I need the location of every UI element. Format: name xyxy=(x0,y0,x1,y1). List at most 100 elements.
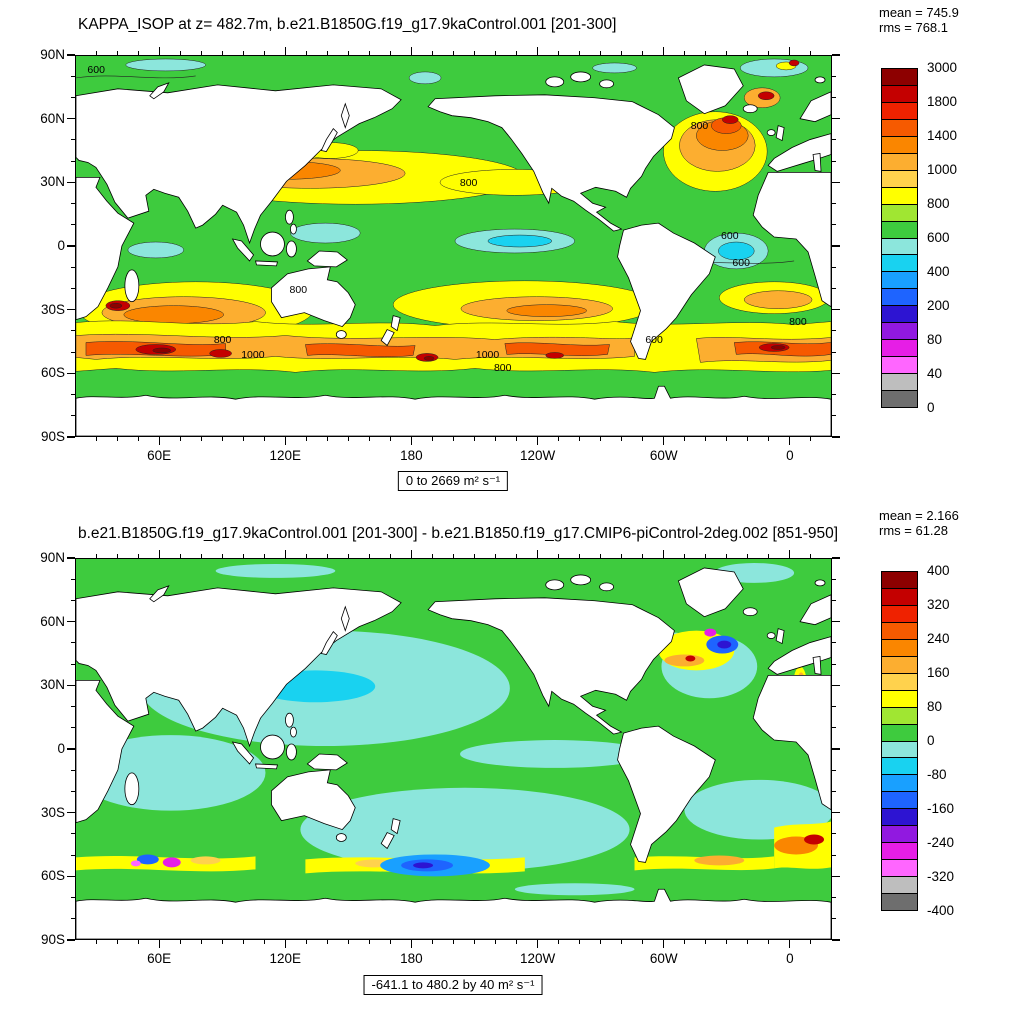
x-tick-label: 60W xyxy=(649,448,678,463)
colorbar-box xyxy=(882,672,917,690)
x-minor-tick xyxy=(305,437,307,441)
y-minor-tick xyxy=(832,224,836,226)
x-minor-tick xyxy=(747,554,749,558)
x-minor-tick xyxy=(558,554,560,558)
x-minor-tick xyxy=(705,554,707,558)
colorbar-box xyxy=(882,876,917,894)
y-major-tick xyxy=(832,436,840,438)
y-tick-label: 90S xyxy=(40,429,65,444)
x-minor-tick xyxy=(810,437,812,441)
x-minor-tick xyxy=(495,940,497,944)
x-minor-tick xyxy=(642,554,644,558)
x-minor-tick xyxy=(600,437,602,441)
colorbar-label: 1000 xyxy=(927,162,958,177)
y-minor-tick xyxy=(71,287,75,289)
y-major-tick xyxy=(832,748,840,750)
colorbar-label: 800 xyxy=(927,196,950,211)
x-minor-tick xyxy=(179,554,181,558)
colorbar-box xyxy=(882,69,917,85)
x-minor-tick xyxy=(474,940,476,944)
contour-label: 800 xyxy=(690,119,709,132)
x-minor-tick xyxy=(474,554,476,558)
y-minor-tick xyxy=(71,918,75,920)
x-minor-tick xyxy=(242,940,244,944)
x-major-tick xyxy=(158,437,160,445)
x-minor-tick xyxy=(305,51,307,55)
x-minor-tick xyxy=(137,51,139,55)
y-tick-label: 30N xyxy=(40,174,65,190)
y-minor-tick xyxy=(832,790,836,792)
y-minor-tick xyxy=(832,854,836,856)
y-minor-tick xyxy=(71,96,75,98)
contour-label: 600 xyxy=(645,333,663,346)
colorbar-box xyxy=(882,572,917,588)
x-minor-tick xyxy=(137,940,139,944)
colorbar-box xyxy=(882,689,917,707)
y-major-tick xyxy=(832,557,840,559)
y-major-tick xyxy=(832,372,840,374)
x-major-tick xyxy=(410,437,412,445)
x-minor-tick xyxy=(516,51,518,55)
x-minor-tick xyxy=(263,51,265,55)
y-tick-label: 60S xyxy=(40,868,65,884)
y-major-tick xyxy=(832,181,840,183)
x-minor-tick xyxy=(263,940,265,944)
x-minor-tick xyxy=(431,437,433,441)
x-minor-tick xyxy=(389,51,391,55)
y-major-tick xyxy=(67,621,75,623)
bottom-range-caption: -641.1 to 480.2 by 40 m² s⁻¹ xyxy=(363,975,543,995)
x-tick-label: 120W xyxy=(519,951,556,966)
colorbar-label: 1400 xyxy=(927,128,958,143)
colorbar-box xyxy=(882,587,917,605)
x-minor-tick xyxy=(579,940,581,944)
top-panel-stats: mean = 745.9 rms = 768.1 xyxy=(879,5,959,35)
colorbar-label: 40 xyxy=(927,366,943,381)
x-minor-tick xyxy=(621,51,623,55)
x-minor-tick xyxy=(810,940,812,944)
colorbar-label: 1800 xyxy=(927,94,958,109)
y-minor-tick xyxy=(832,203,836,205)
colorbar-box xyxy=(882,322,917,340)
y-minor-tick xyxy=(832,160,836,162)
colorbar-box xyxy=(882,791,917,809)
x-minor-tick xyxy=(242,437,244,441)
y-major-tick xyxy=(832,684,840,686)
x-major-tick xyxy=(158,550,160,558)
contour-label: 600 xyxy=(721,230,739,243)
colorbar-box xyxy=(882,621,917,639)
y-minor-tick xyxy=(832,663,836,665)
top-map-frame xyxy=(75,55,832,437)
y-major-tick xyxy=(67,939,75,941)
x-minor-tick xyxy=(600,554,602,558)
x-major-tick xyxy=(284,940,286,948)
x-tick-label: 60W xyxy=(649,951,678,966)
bottom-map-frame xyxy=(75,558,832,940)
y-minor-tick xyxy=(832,330,836,332)
contour-label: 1000 xyxy=(241,348,265,361)
x-major-tick xyxy=(410,47,412,55)
x-minor-tick xyxy=(326,437,328,441)
x-minor-tick xyxy=(684,437,686,441)
x-minor-tick xyxy=(95,51,97,55)
colorbar-box xyxy=(882,237,917,255)
x-minor-tick xyxy=(453,51,454,55)
x-minor-tick xyxy=(326,554,328,558)
y-minor-tick xyxy=(71,330,75,332)
y-minor-tick xyxy=(71,599,75,601)
x-minor-tick xyxy=(221,437,223,441)
y-minor-tick xyxy=(832,833,836,835)
colorbar xyxy=(881,571,918,911)
y-tick-label: 30S xyxy=(40,301,65,317)
y-major-tick xyxy=(832,812,840,814)
y-minor-tick xyxy=(71,663,75,665)
x-minor-tick xyxy=(431,554,433,558)
y-minor-tick xyxy=(832,139,836,141)
x-minor-tick xyxy=(368,554,370,558)
colorbar-label: 160 xyxy=(927,665,950,680)
colorbar-label: 400 xyxy=(927,264,950,279)
x-minor-tick xyxy=(747,51,749,55)
x-minor-tick xyxy=(242,554,244,558)
y-minor-tick xyxy=(71,203,75,205)
x-minor-tick xyxy=(768,51,770,55)
